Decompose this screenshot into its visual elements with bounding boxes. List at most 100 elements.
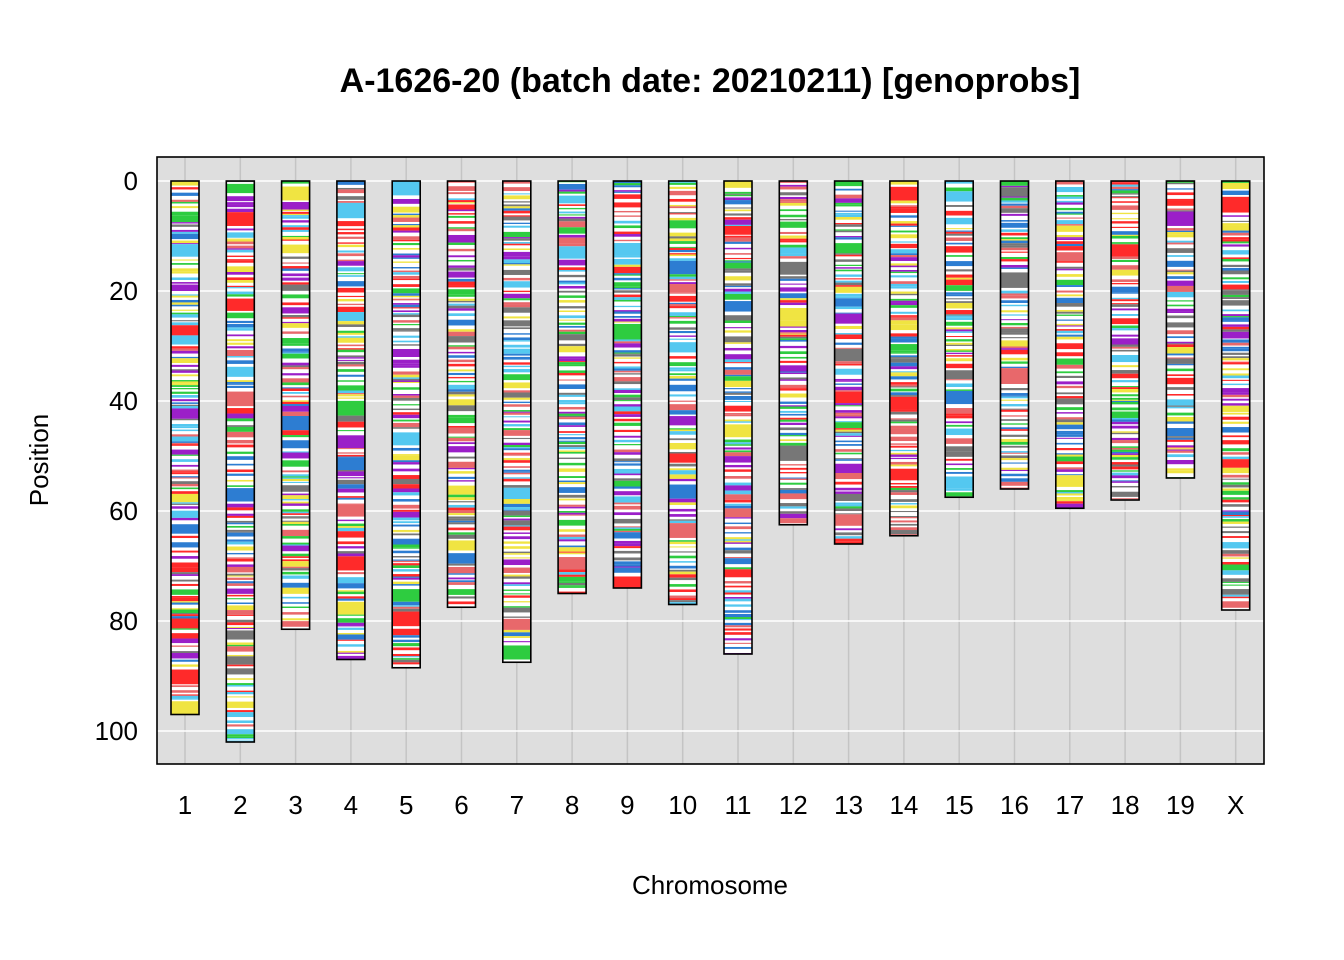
haplotype-stripe	[668, 327, 697, 330]
haplotype-stripe	[502, 231, 531, 238]
haplotype-stripe	[1055, 467, 1084, 470]
haplotype-stripe	[226, 328, 255, 331]
haplotype-stripe	[779, 333, 808, 335]
haplotype-stripe	[945, 321, 974, 326]
haplotype-stripe	[447, 582, 476, 585]
haplotype-stripe	[281, 237, 310, 240]
haplotype-stripe	[447, 221, 476, 224]
haplotype-stripe	[1221, 416, 1250, 420]
haplotype-stripe	[226, 238, 255, 240]
haplotype-stripe	[281, 209, 310, 212]
haplotype-stripe	[668, 571, 697, 575]
haplotype-stripe	[1221, 435, 1250, 438]
haplotype-stripe	[502, 412, 531, 415]
haplotype-stripe	[1221, 250, 1250, 255]
haplotype-stripe	[447, 298, 476, 301]
haplotype-stripe	[171, 383, 199, 386]
haplotype-stripe	[171, 192, 199, 196]
haplotype-stripe	[502, 607, 531, 613]
haplotype-stripe	[668, 400, 697, 402]
haplotype-stripe	[834, 298, 863, 307]
haplotype-stripe	[226, 602, 255, 605]
haplotype-stripe	[834, 280, 863, 283]
haplotype-stripe	[889, 499, 918, 502]
haplotype-stripe	[1000, 455, 1029, 459]
haplotype-stripe	[889, 490, 918, 493]
haplotype-stripe	[668, 498, 697, 503]
haplotype-stripe	[779, 261, 808, 275]
haplotype-stripe	[558, 504, 587, 507]
haplotype-stripe	[447, 234, 476, 243]
haplotype-stripe	[281, 621, 310, 627]
haplotype-stripe	[502, 259, 531, 261]
haplotype-stripe	[558, 476, 587, 478]
x-tick-label: 10	[668, 790, 697, 820]
haplotype-stripe	[281, 513, 310, 515]
haplotype-stripe	[336, 639, 365, 641]
haplotype-stripe	[226, 664, 255, 667]
haplotype-stripe	[1221, 578, 1250, 582]
haplotype-stripe	[889, 409, 918, 412]
haplotype-stripe	[1000, 200, 1029, 203]
haplotype-stripe	[281, 186, 310, 201]
haplotype-stripe	[502, 541, 531, 544]
haplotype-stripe	[889, 357, 918, 359]
haplotype-stripe	[281, 566, 310, 569]
haplotype-stripe	[1221, 215, 1250, 217]
haplotype-stripe	[502, 532, 531, 534]
haplotype-stripe	[779, 214, 808, 218]
haplotype-stripe	[668, 598, 697, 601]
haplotype-stripe	[502, 576, 531, 579]
haplotype-stripe	[1055, 186, 1084, 193]
haplotype-stripe	[502, 616, 531, 618]
haplotype-stripe	[834, 506, 863, 509]
haplotype-stripe	[558, 552, 587, 555]
haplotype-stripe	[668, 317, 697, 319]
haplotype-stripe	[281, 517, 310, 519]
haplotype-stripe	[392, 328, 421, 331]
haplotype-stripe	[1221, 300, 1250, 306]
haplotype-stripe	[1166, 428, 1195, 437]
haplotype-stripe	[171, 483, 199, 487]
haplotype-stripe	[1000, 245, 1029, 248]
haplotype-stripe	[779, 244, 808, 248]
haplotype-stripe	[171, 464, 199, 467]
haplotype-stripe	[668, 295, 697, 302]
haplotype-stripe	[889, 206, 918, 209]
haplotype-stripe	[1055, 398, 1084, 405]
haplotype-stripe	[1111, 431, 1140, 433]
haplotype-stripe	[502, 471, 531, 473]
haplotype-stripe	[724, 628, 752, 631]
haplotype-stripe	[447, 313, 476, 317]
haplotype-stripe	[502, 442, 531, 446]
haplotype-stripe	[171, 701, 199, 715]
haplotype-stripe	[336, 295, 365, 298]
haplotype-stripe	[281, 278, 310, 281]
haplotype-stripe	[447, 427, 476, 434]
haplotype-stripe	[1111, 394, 1140, 397]
haplotype-stripe	[336, 236, 365, 239]
haplotype-stripe	[171, 583, 199, 586]
haplotype-stripe	[336, 577, 365, 584]
haplotype-stripe	[889, 362, 918, 367]
haplotype-stripe	[171, 277, 199, 280]
haplotype-stripe	[1111, 389, 1140, 393]
haplotype-stripe	[171, 282, 199, 284]
haplotype-stripe	[1000, 395, 1029, 397]
haplotype-stripe	[1111, 457, 1140, 460]
haplotype-stripe	[336, 541, 365, 545]
haplotype-stripe	[779, 317, 808, 321]
haplotype-stripe	[558, 591, 587, 594]
haplotype-stripe	[171, 229, 199, 232]
haplotype-stripe	[1000, 322, 1029, 326]
haplotype-stripe	[1166, 242, 1195, 245]
haplotype-stripe	[945, 451, 974, 457]
haplotype-stripe	[502, 290, 531, 293]
haplotype-stripe	[613, 316, 642, 318]
x-tick-label: 2	[233, 790, 247, 820]
haplotype-stripe	[171, 574, 199, 576]
haplotype-stripe	[558, 576, 587, 582]
chromosome-ideograms	[170, 180, 1251, 743]
haplotype-stripe	[281, 302, 310, 306]
haplotype-stripe	[171, 233, 199, 240]
